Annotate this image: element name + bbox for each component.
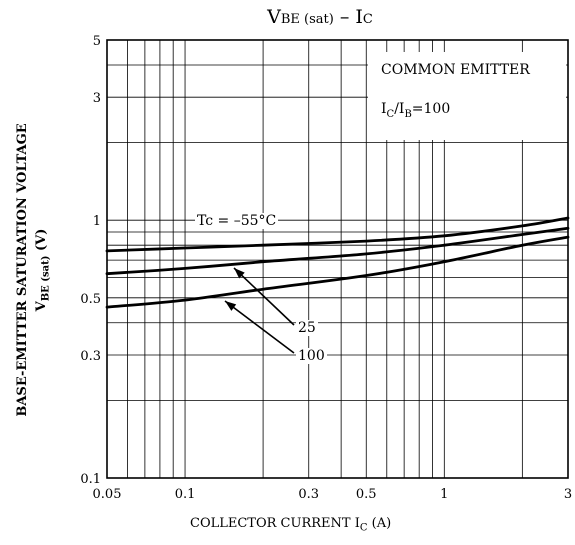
y-tick-label: 5 xyxy=(93,34,101,49)
series-line-tc_neg55 xyxy=(105,216,570,253)
x-tick-label: 1 xyxy=(440,487,448,502)
x-axis-label-text: COLLECTOR CURRENT I xyxy=(190,516,360,531)
y-axis-label-line1: BASE-EMITTER SATURATION VOLTAGE xyxy=(15,123,30,417)
x-tick-label: 0.5 xyxy=(356,487,377,502)
y-tick-label: 3 xyxy=(93,91,101,106)
series-lines xyxy=(105,216,570,309)
y-axis-vbe-sub: BE (sat) xyxy=(40,255,52,302)
series-line-tc_25 xyxy=(105,226,570,276)
legend-ib: /I xyxy=(394,101,405,117)
y-axis-vbe: V xyxy=(34,301,49,312)
annotation-arrows xyxy=(224,267,295,354)
legend-common-emitter: COMMON EMITTER xyxy=(381,62,530,78)
legend-ic-sub: C xyxy=(386,108,395,120)
arrow-25-head xyxy=(234,268,245,279)
legend-ic: I xyxy=(381,101,387,117)
y-tick-label: 0.1 xyxy=(80,472,101,487)
x-axis-unit: (A) xyxy=(367,516,392,531)
legend-ratio-value: =100 xyxy=(411,101,451,117)
arrow-25 xyxy=(233,267,295,326)
annotation-25: 25 xyxy=(296,320,318,336)
title-vbe-sub: BE (sat) xyxy=(280,12,334,27)
title-ic: I xyxy=(355,6,363,28)
plot-frame xyxy=(106,39,569,479)
legend-ib-sub: B xyxy=(404,108,412,120)
x-axis-label: COLLECTOR CURRENT IC (A) xyxy=(190,516,520,534)
y-tick-label: 1 xyxy=(93,214,101,229)
x-tick-label: 0.3 xyxy=(298,487,319,502)
x-tick-label: 0.1 xyxy=(175,487,196,502)
y-axis-label-line2: VBE (sat) (V) xyxy=(32,60,56,480)
arrow-100 xyxy=(224,300,295,354)
title-ic-sub: C xyxy=(362,12,373,27)
title-separator: – xyxy=(333,6,356,28)
arrow-100-head xyxy=(225,301,237,311)
grid xyxy=(106,39,569,479)
y-tick-label: 0.5 xyxy=(80,292,101,307)
legend-ratio: IC/IB=100 xyxy=(381,101,451,120)
y-tick-label: 0.3 xyxy=(80,349,101,364)
chart-title: VBE (sat) – IC xyxy=(200,6,440,28)
series-line-tc_100 xyxy=(105,235,570,309)
y-axis-unit: (V) xyxy=(34,228,49,256)
x-axis-label-sub: C xyxy=(359,522,368,534)
title-vbe: V xyxy=(267,6,281,28)
y-axis-label: BASE-EMITTER SATURATION VOLTAGE VBE (sat… xyxy=(13,60,53,480)
annotation-tc-neg55: Tc = –55°C xyxy=(195,213,279,229)
x-tick-label: 3 xyxy=(564,487,572,502)
annotation-100: 100 xyxy=(296,348,327,364)
x-tick-label: 0.05 xyxy=(93,487,122,502)
